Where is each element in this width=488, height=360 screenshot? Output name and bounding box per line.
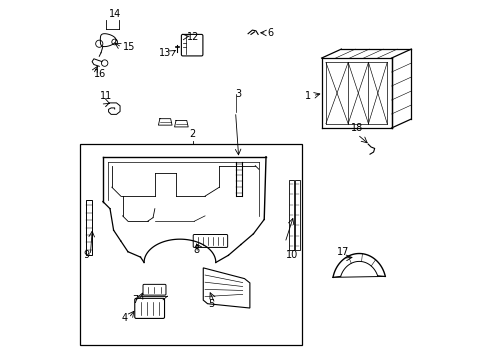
Bar — [294, 180, 299, 250]
Text: 18: 18 — [350, 123, 363, 134]
FancyBboxPatch shape — [142, 284, 165, 295]
Text: 8: 8 — [193, 245, 199, 255]
Text: 2: 2 — [189, 129, 195, 139]
Text: 1: 1 — [304, 91, 310, 101]
Text: 4: 4 — [122, 313, 128, 323]
Bar — [80, 144, 301, 345]
Bar — [289, 180, 293, 250]
Text: 14: 14 — [109, 9, 122, 19]
Text: 5: 5 — [207, 299, 214, 309]
Text: 7: 7 — [132, 295, 139, 305]
Text: 16: 16 — [94, 69, 106, 79]
Text: 17: 17 — [336, 247, 348, 257]
Text: 11: 11 — [100, 91, 112, 101]
Text: 9: 9 — [83, 250, 89, 260]
Text: 12: 12 — [187, 32, 199, 41]
Text: 10: 10 — [285, 250, 297, 260]
Text: 13: 13 — [159, 48, 171, 58]
FancyBboxPatch shape — [181, 35, 203, 56]
Bar — [86, 200, 92, 255]
FancyBboxPatch shape — [135, 298, 164, 319]
FancyBboxPatch shape — [193, 234, 227, 247]
Text: 6: 6 — [267, 28, 273, 38]
Text: 15: 15 — [122, 42, 135, 52]
Text: 3: 3 — [235, 89, 241, 99]
